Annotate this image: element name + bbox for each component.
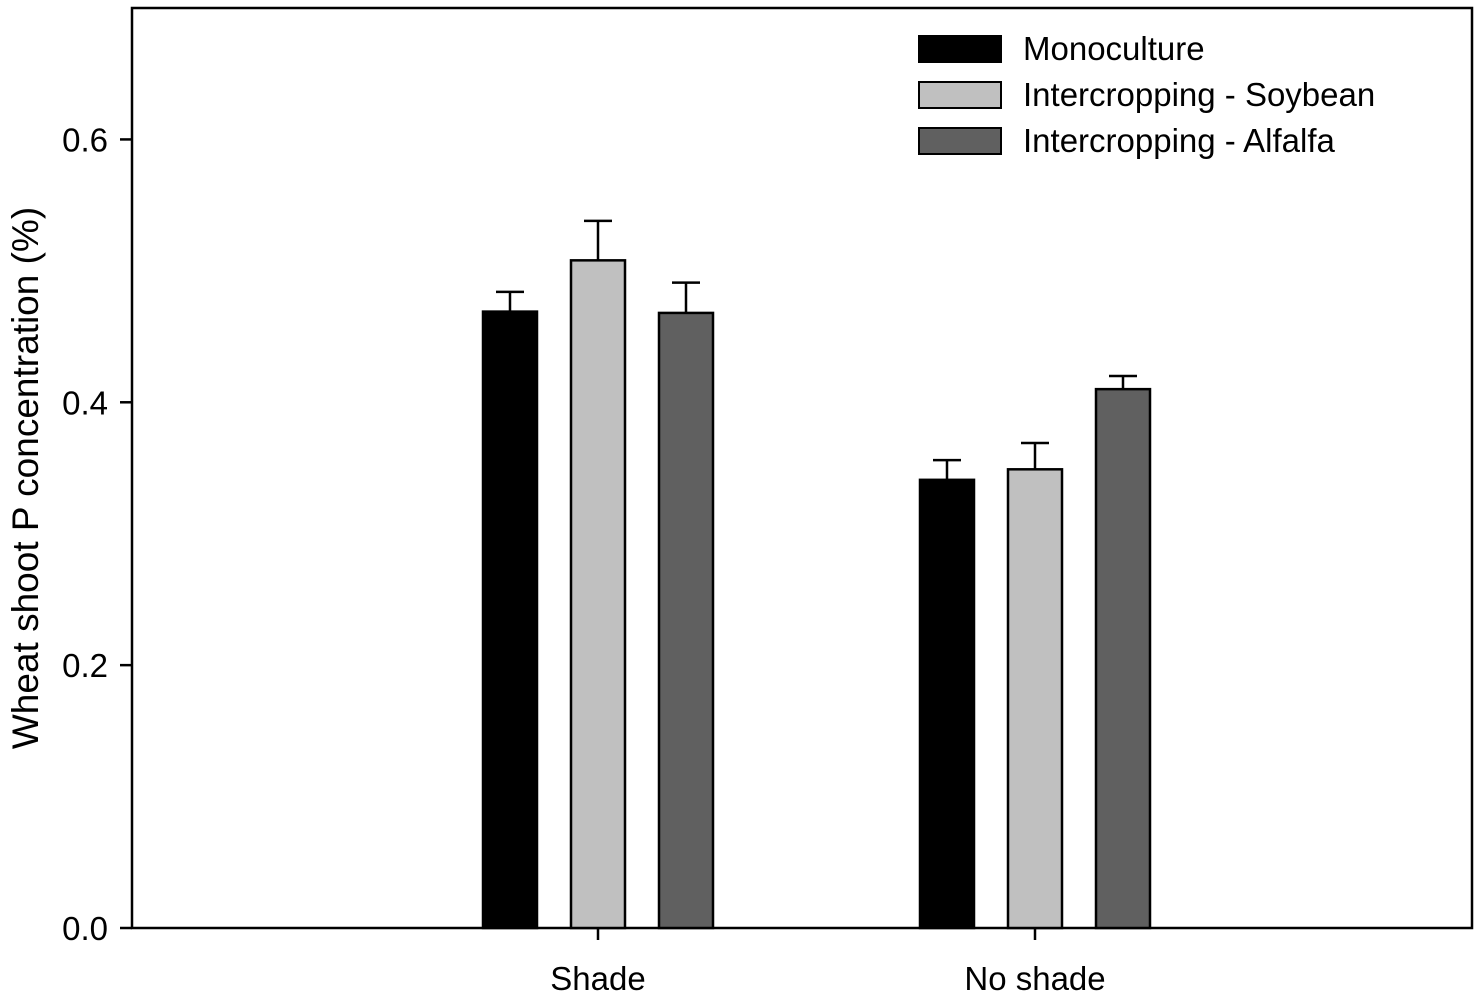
- x-tick-label: No shade: [964, 960, 1105, 997]
- legend-swatch: [918, 127, 1002, 155]
- legend-swatch: [918, 35, 1002, 63]
- legend-label: Monoculture: [1023, 30, 1205, 67]
- x-tick-label: Shade: [550, 960, 645, 997]
- bar-intercropping-soybean-shade: [569, 259, 627, 930]
- bar-intercropping-alfalfa-shade: [657, 311, 715, 930]
- y-axis-title: Wheat shoot P concentration (%): [5, 207, 46, 749]
- legend-label: Intercropping - Soybean: [1023, 76, 1375, 113]
- bar-monoculture-shade: [481, 310, 539, 930]
- y-tick-label: 0.6: [62, 121, 108, 158]
- bar-intercropping-soybean-no-shade: [1006, 468, 1064, 930]
- plot-frame: [130, 6, 1474, 930]
- y-tick-label: 0.4: [62, 384, 108, 421]
- bar-intercropping-alfalfa-no-shade: [1094, 387, 1152, 930]
- legend-label: Intercropping - Alfalfa: [1023, 122, 1335, 159]
- y-tick-label: 0.0: [62, 910, 108, 947]
- legend-swatch: [918, 81, 1002, 109]
- y-tick-label: 0.2: [62, 647, 108, 684]
- bar-monoculture-no-shade: [918, 478, 976, 930]
